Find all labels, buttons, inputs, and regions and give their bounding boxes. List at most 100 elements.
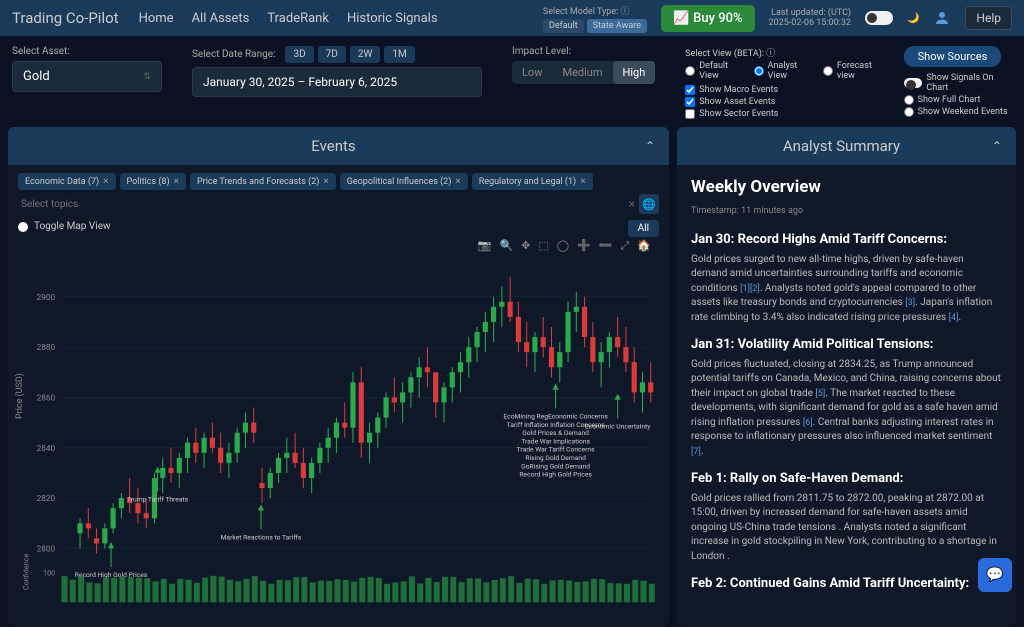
svg-text:2900: 2900	[37, 293, 56, 303]
weekend-events-toggle[interactable]: Show Weekend Events	[904, 107, 1012, 117]
citation-link[interactable]: [1]	[740, 284, 750, 294]
show-macro-checkbox[interactable]: Show Macro Events	[685, 85, 887, 95]
price-chart[interactable]: Price (USD) 280028202840286028802900Trum…	[18, 255, 659, 619]
citation-link[interactable]: [6]	[803, 418, 813, 428]
model-default-button[interactable]: Default	[543, 19, 584, 33]
summary-title: Analyst Summary	[783, 137, 900, 155]
globe-icon[interactable]: 🌐	[639, 194, 659, 214]
show-sector-checkbox[interactable]: Show Sector Events	[685, 109, 887, 119]
chart-tools: 📷 🔍 ✥ ⬚ ◯ ➕ ➖ ⤢ 🏠	[18, 237, 659, 255]
user-icon[interactable]	[933, 9, 951, 27]
svg-text:Market Reactions to Tariffs: Market Reactions to Tariffs	[221, 533, 302, 541]
model-state-aware-button[interactable]: State Aware	[587, 19, 647, 33]
citation-link[interactable]: [7]	[691, 447, 701, 457]
zoom-in-icon[interactable]: ➕	[577, 239, 591, 253]
summary-heading: Weekly Overview	[691, 175, 1002, 201]
summary-timestamp: Timestamp: 11 minutes ago	[691, 205, 1002, 219]
svg-text:100: 100	[43, 569, 55, 578]
box-select-icon[interactable]: ⬚	[538, 239, 548, 253]
impact-label: Impact Level:	[512, 46, 655, 57]
range-3d-button[interactable]: 3D	[285, 46, 313, 63]
show-sources-button[interactable]: Show Sources	[904, 46, 1002, 67]
camera-icon[interactable]: 📷	[478, 239, 492, 253]
citation-link[interactable]: [3]	[905, 298, 915, 308]
controls-bar: Select Asset: Gold⇅ Select Date Range: 3…	[0, 36, 1024, 127]
filter-tag[interactable]: Geopolitical Influences (2)×	[340, 173, 468, 190]
zoom-out-icon[interactable]: ➖	[599, 239, 613, 253]
svg-text:2800: 2800	[37, 545, 56, 555]
events-panel: Events ⌃ Economic Data (7)× Politics (8)×…	[8, 127, 669, 627]
theme-toggle[interactable]	[865, 11, 893, 25]
lasso-icon[interactable]: ◯	[557, 239, 569, 253]
view-forecast-radio[interactable]: Forecast view	[823, 61, 888, 81]
summary-section-heading: Feb 1: Rally on Safe-Haven Demand:	[691, 469, 1002, 489]
zoom-icon[interactable]: 🔍	[499, 239, 513, 253]
close-icon[interactable]: ×	[455, 176, 460, 187]
date-range-input[interactable]: January 30, 2025 – February 6, 2025	[192, 67, 482, 97]
citation-link[interactable]: [2]	[750, 284, 760, 294]
autoscale-icon[interactable]: ⤢	[621, 239, 630, 253]
asset-select[interactable]: Gold⇅	[12, 61, 162, 92]
svg-text:Record High Gold Prices: Record High Gold Prices	[519, 471, 592, 479]
range-7d-button[interactable]: 7D	[318, 46, 346, 63]
view-analyst-radio[interactable]: Analyst View	[754, 61, 815, 81]
asset-label: Select Asset:	[12, 46, 162, 57]
moon-icon: 🌙	[907, 13, 919, 24]
all-button[interactable]: All	[628, 220, 659, 237]
filter-tag[interactable]: Regulatory and Legal (1)×	[472, 173, 593, 190]
summary-section-heading: Feb 2: Continued Gains Amid Tariff Uncer…	[691, 574, 1002, 594]
nav-home[interactable]: Home	[139, 11, 174, 26]
summary-section-text: Gold prices rallied from 2811.75 to 2872…	[691, 492, 1002, 565]
clear-filters-icon[interactable]: ×	[629, 197, 635, 211]
filter-tag[interactable]: Economic Data (7)×	[18, 173, 116, 190]
close-icon[interactable]: ×	[174, 176, 179, 187]
nav-assets[interactable]: All Assets	[192, 11, 250, 26]
nav-traderank[interactable]: TradeRank	[267, 11, 329, 26]
svg-text:Confidence: Confidence	[21, 554, 30, 590]
citation-link[interactable]: [5]	[815, 389, 825, 399]
filter-input[interactable]	[18, 196, 625, 213]
range-1m-button[interactable]: 1M	[384, 46, 414, 63]
filter-tag[interactable]: Price Trends and Forecasts (2)×	[190, 173, 336, 190]
svg-text:2860: 2860	[37, 394, 56, 404]
close-icon[interactable]: ×	[580, 176, 585, 187]
model-type-group: Select Model Type: ⓘ Default State Aware	[543, 4, 647, 33]
view-label: Select View (BETA): ⓘ	[685, 46, 887, 59]
svg-text:EcoMining RegEconomic Concerns: EcoMining RegEconomic Concerns	[503, 413, 608, 421]
summary-section-heading: Jan 30: Record Highs Amid Tariff Concern…	[691, 230, 1002, 250]
pan-icon[interactable]: ✥	[521, 239, 530, 253]
view-default-radio[interactable]: Default View	[685, 61, 745, 81]
summary-section-text: Gold prices fluctuated, closing at 2834.…	[691, 358, 1002, 460]
summary-content: Weekly Overview Timestamp: 11 minutes ag…	[677, 165, 1016, 627]
buy-button[interactable]: 📈Buy 90%	[661, 5, 755, 32]
range-2w-button[interactable]: 2W	[350, 46, 381, 63]
impact-high-button[interactable]: High	[613, 61, 656, 84]
summary-panel: Analyst Summary ⌃ Weekly Overview Timesta…	[677, 127, 1016, 627]
filter-tag[interactable]: Politics (8)×	[120, 173, 186, 190]
header: Trading Co-Pilot Home All Assets TradeRa…	[0, 0, 1024, 36]
impact-medium-button[interactable]: Medium	[552, 61, 612, 84]
collapse-icon[interactable]: ⌃	[645, 139, 655, 153]
map-toggle[interactable]: Toggle Map View	[18, 221, 111, 232]
summary-section-text: Gold prices surged to new all-time highs…	[691, 253, 1002, 326]
help-button[interactable]: Help	[965, 6, 1012, 30]
impact-low-button[interactable]: Low	[512, 61, 552, 84]
close-icon[interactable]: ×	[103, 176, 108, 187]
signals-on-chart-toggle[interactable]: Show Signals On Chart	[904, 73, 1012, 93]
full-chart-toggle[interactable]: Show Full Chart	[904, 95, 1012, 105]
home-icon[interactable]: 🏠	[637, 239, 651, 253]
nav-signals[interactable]: Historic Signals	[347, 11, 438, 26]
collapse-icon[interactable]: ⌃	[992, 139, 1002, 153]
citation-link[interactable]: [4]	[949, 313, 959, 323]
close-icon[interactable]: ×	[323, 176, 328, 187]
show-asset-checkbox[interactable]: Show Asset Events	[685, 97, 887, 107]
svg-text:Trade War Tariff Concerns: Trade War Tariff Concerns	[517, 446, 595, 454]
range-label: Select Date Range:	[192, 49, 275, 60]
chat-fab-button[interactable]: 💬	[978, 558, 1012, 592]
last-updated: Last updated: (UTC) 2025-02-06 15:00:32	[769, 8, 851, 28]
svg-text:Trump Tariff Threats: Trump Tariff Threats	[127, 496, 189, 504]
events-title: Events	[311, 137, 355, 155]
filter-row: Economic Data (7)× Politics (8)× Price T…	[18, 173, 659, 214]
svg-text:2820: 2820	[37, 494, 56, 504]
svg-text:GoRising Gold Demand: GoRising Gold Demand	[521, 462, 590, 470]
